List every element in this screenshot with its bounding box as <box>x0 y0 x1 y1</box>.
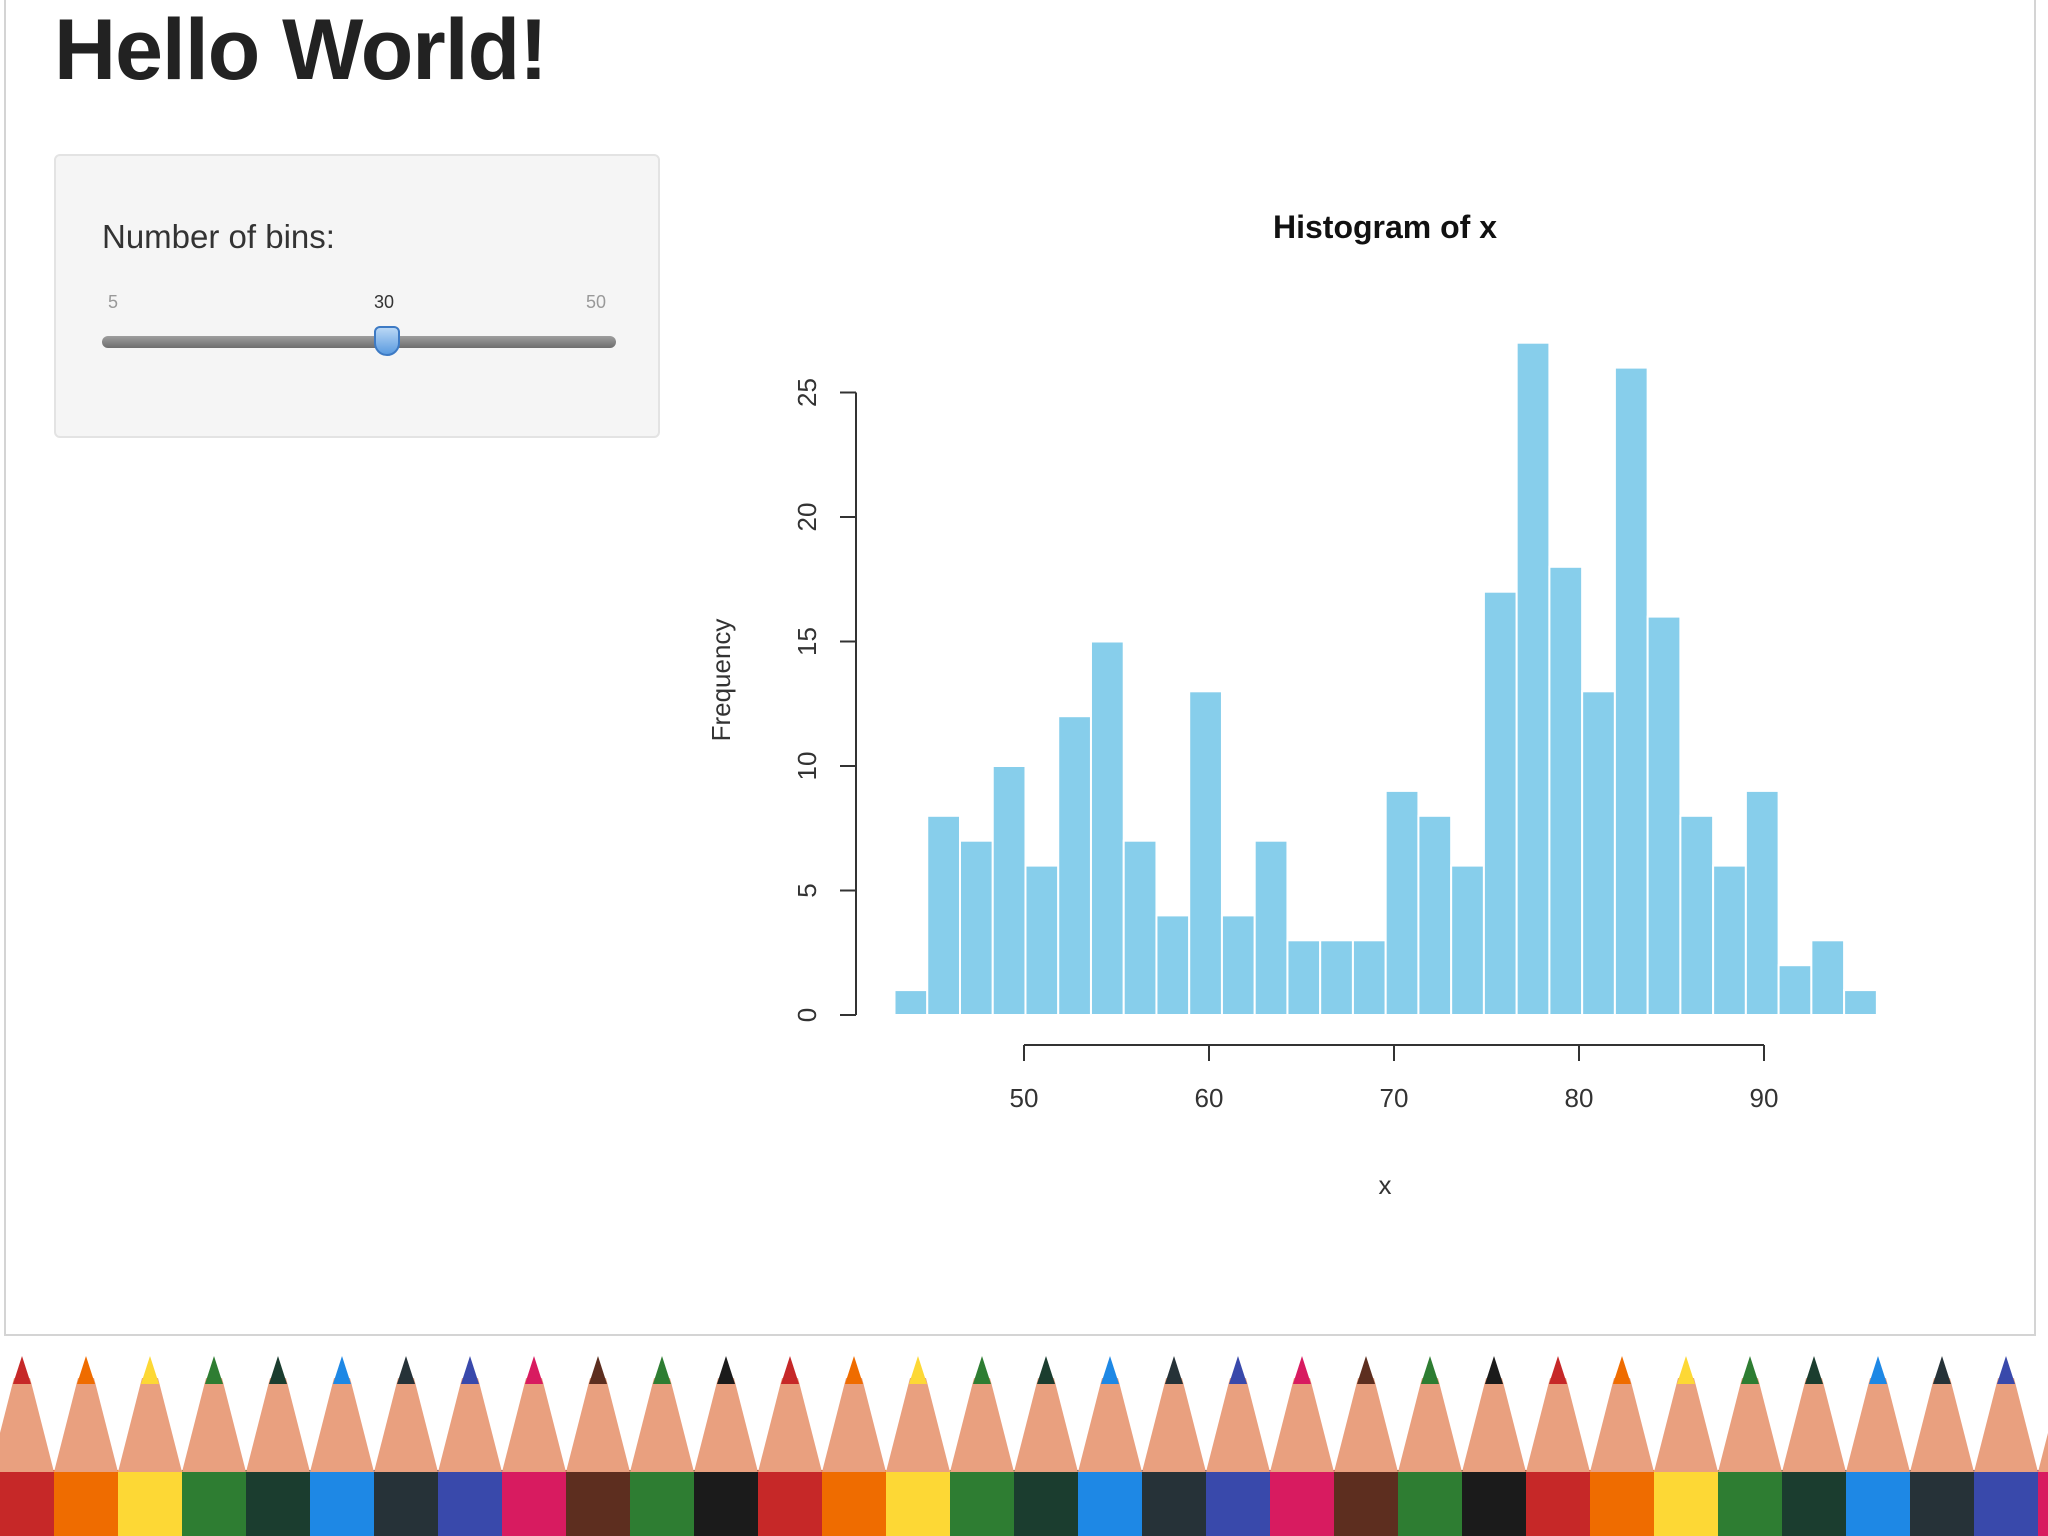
histogram-bar <box>991 765 1027 1016</box>
y-tick-label: 20 <box>792 503 822 532</box>
pencil-icon <box>1142 1356 1206 1536</box>
pencil-icon <box>1846 1356 1910 1536</box>
histogram-bar <box>1515 341 1551 1016</box>
bins-slider-track[interactable] <box>102 336 616 348</box>
pencil-icon <box>630 1356 694 1536</box>
histogram-bar <box>1089 640 1125 1016</box>
histogram-bar <box>1351 939 1387 1016</box>
histogram-bar <box>1843 989 1878 1016</box>
histogram-bar <box>1024 864 1060 1016</box>
pencil-icon <box>310 1356 374 1536</box>
pencil-icon <box>758 1356 822 1536</box>
histogram-bar <box>893 989 929 1016</box>
pencil-icon <box>1398 1356 1462 1536</box>
histogram-bar <box>1417 814 1453 1016</box>
y-axis-label: Frequency <box>706 619 736 742</box>
pencil-icon <box>0 1356 54 1536</box>
y-tick-label: 10 <box>792 752 822 781</box>
histogram-bar <box>1777 964 1813 1017</box>
pencil-icon <box>118 1356 182 1536</box>
histogram-bar <box>1188 690 1223 1016</box>
pencil-icon <box>822 1356 886 1536</box>
pencil-icon <box>1078 1356 1142 1536</box>
histogram-bar <box>1613 366 1649 1017</box>
pencil-icon <box>1526 1356 1590 1536</box>
x-tick-label: 80 <box>1565 1083 1594 1113</box>
histogram-bar <box>1319 939 1354 1016</box>
pencil-icon <box>886 1356 950 1536</box>
histogram-bar <box>1712 864 1747 1016</box>
chart-title: Histogram of x <box>1273 209 1497 245</box>
histogram-bar <box>1679 814 1715 1016</box>
y-tick-label: 15 <box>792 627 822 656</box>
pencil-icon <box>1718 1356 1782 1536</box>
sidebar-panel: Number of bins: 5 30 50 <box>54 154 660 438</box>
y-tick-label: 5 <box>792 883 822 897</box>
y-tick-label: 0 <box>792 1008 822 1022</box>
histogram-bar <box>1286 939 1322 1016</box>
bars-group <box>893 341 1878 1017</box>
pencil-icon <box>1782 1356 1846 1536</box>
x-ticks-group: 50 60 70 80 90 <box>1010 1044 1779 1113</box>
slider-max-label: 50 <box>586 292 607 312</box>
pencil-icon <box>182 1356 246 1536</box>
bins-slider-handle[interactable] <box>374 326 400 356</box>
pencil-icon <box>566 1356 630 1536</box>
y-ticks-group: 0 5 10 15 20 25 <box>792 378 856 1022</box>
slider-value-label: 30 <box>374 292 395 312</box>
histogram-bar <box>1220 914 1256 1017</box>
histogram-bar <box>1810 939 1846 1016</box>
pencils-decoration <box>0 1350 2048 1536</box>
pencil-icon <box>246 1356 310 1536</box>
page-title: Hello World! <box>54 2 548 98</box>
pencil-icon <box>694 1356 758 1536</box>
pencil-icon <box>1334 1356 1398 1536</box>
histogram-bar <box>958 839 994 1017</box>
x-tick-label: 60 <box>1195 1083 1224 1113</box>
pencil-icon <box>1014 1356 1078 1536</box>
pencil-icon <box>54 1356 118 1536</box>
histogram-bar <box>1482 590 1518 1016</box>
pencil-icon <box>502 1356 566 1536</box>
histogram-bar <box>1548 565 1584 1016</box>
pencil-icon <box>1974 1356 2038 1536</box>
y-tick-label: 25 <box>792 378 822 407</box>
pencil-icon <box>1206 1356 1270 1536</box>
x-tick-label: 90 <box>1750 1083 1779 1113</box>
pencil-icon <box>1590 1356 1654 1536</box>
pencil-icon <box>950 1356 1014 1536</box>
pencil-icon <box>1462 1356 1526 1536</box>
histogram-bar <box>1384 789 1420 1017</box>
histogram-bar <box>1122 839 1158 1017</box>
histogram-bar <box>1057 715 1092 1016</box>
histogram-bar <box>1646 615 1682 1016</box>
pencil-icon <box>374 1356 438 1536</box>
x-tick-label: 70 <box>1380 1083 1409 1113</box>
slider-label: Number of bins: <box>102 218 335 255</box>
histogram-bar <box>1744 789 1780 1017</box>
histogram-bar <box>1253 839 1289 1017</box>
pencil-icon <box>438 1356 502 1536</box>
x-tick-label: 50 <box>1010 1083 1039 1113</box>
slider-min-label: 5 <box>108 292 119 312</box>
pencil-icon <box>2038 1432 2048 1536</box>
histogram-bar <box>1450 864 1485 1016</box>
x-axis-label: x <box>1379 1170 1392 1200</box>
pencil-icon <box>1270 1356 1334 1536</box>
histogram-bar <box>926 814 961 1016</box>
histogram-bar <box>1581 690 1616 1016</box>
pencil-icon <box>1654 1356 1718 1536</box>
histogram-chart: Histogram of x 0 5 10 15 20 25 50 60 70 80 90 Fre… <box>706 209 1878 1200</box>
histogram-bar <box>1155 914 1191 1017</box>
pencil-icon <box>1910 1356 1974 1536</box>
